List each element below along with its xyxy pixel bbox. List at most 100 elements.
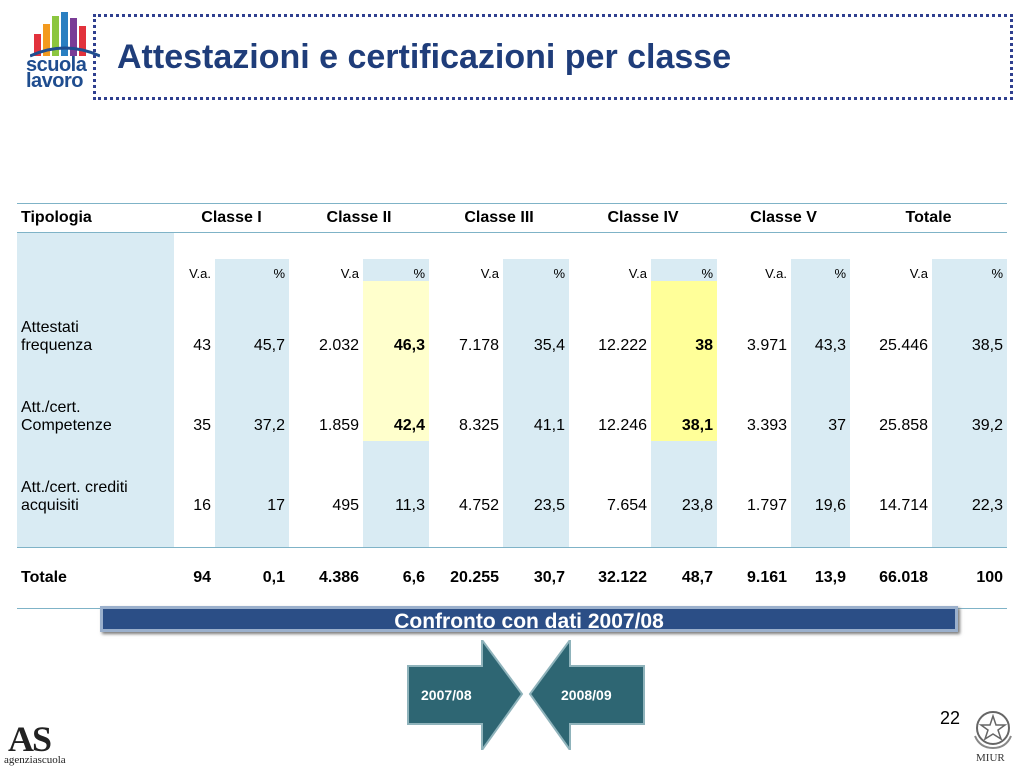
subheader-cell: % [651,259,718,281]
miur-text: MIUR [976,752,1005,764]
subheader-cell: V.a [340,266,360,281]
subheader-cell: V.a [909,266,929,281]
table-cell: 43,3 [791,281,851,361]
table-cell: 495 [332,497,360,514]
table-cell: 3.971 [746,337,788,354]
subheader-cell: % [215,259,290,281]
table-cell: 39,2 [932,361,1008,441]
title-frame [93,14,1013,100]
page-title: Attestazioni e certificazioni per classe [117,38,732,76]
subheader-cell: % [503,259,570,281]
table-cell: 23,5 [503,441,570,521]
row-label: Att./cert. crediti acquisiti [17,441,174,521]
arrow-label-2007: 2007/08 [421,687,472,703]
total-cell: 20.255 [429,547,504,609]
table-cell: 12.222 [598,337,648,354]
republic-emblem-icon [974,711,1012,750]
total-cell: 100 [932,547,1008,609]
row-label: Att./cert. Competenze [17,361,174,441]
comparison-banner: Confronto con dati 2007/08 [100,606,958,633]
comparison-arrows [407,640,645,750]
certifications-table: Tipologia Classe I Classe II Classe III … [17,203,1008,609]
table-cell: 2.032 [318,337,360,354]
subheader-cell: V.a. [765,266,788,281]
header-tipologia: Tipologia [17,203,174,233]
table-cell: 17 [215,441,290,521]
table-cell: 41,1 [503,361,570,441]
table-cell: 12.246 [598,417,648,434]
table-row: Att./cert. crediti acquisiti 16 17 495 1… [17,441,1008,521]
total-cell: 48,7 [651,547,718,609]
table-row: Att./cert. Competenze 35 37,2 1.859 42,4… [17,361,1008,441]
right-arrow-icon [407,640,524,750]
as-logo-mark: AS [8,719,52,759]
row-label-line2: frequenza [21,337,93,354]
subheader-row: V.a. % V.a % V.a % V.a % V.a. % V.a % [17,259,1008,281]
total-cell: 0,1 [215,547,290,609]
table-cell: 25.446 [879,337,929,354]
total-cell: 94 [174,547,215,609]
table-cell: 19,6 [791,441,851,521]
table-cell: 22,3 [932,441,1008,521]
table-cell: 45,7 [215,281,290,361]
subheader-cell: V.a. [189,266,211,281]
table-cell: 7.178 [458,337,500,354]
total-cell: 6,6 [363,547,430,609]
table-cell-highlighted: 38,1 [651,361,718,441]
subheader-cell: % [932,259,1008,281]
row-label-line1: Att./cert. crediti [21,479,128,496]
total-cell: 32.122 [569,547,652,609]
table-cell: 1.859 [318,417,360,434]
total-cell: 13,9 [791,547,851,609]
subheader-cell: V.a [628,266,648,281]
header-classe-4: Classe IV [569,203,718,233]
total-cell: 9.161 [717,547,792,609]
table-cell-highlighted: 42,4 [363,361,430,441]
header-classe-2: Classe II [289,203,430,233]
header-classe-5: Classe V [717,203,851,233]
total-label: Totale [17,547,174,609]
row-label-line2: Competenze [21,417,112,434]
logo-text-line1: scuola [26,54,87,76]
table-cell: 23,8 [651,441,718,521]
table-cell: 25.858 [879,417,929,434]
table-cell: 4.752 [458,497,500,514]
table-cell: 38,5 [932,281,1008,361]
table-cell: 35,4 [503,281,570,361]
table-cell-highlighted: 46,3 [363,281,430,361]
left-arrow-icon [528,640,645,750]
table-cell: 35 [193,417,211,434]
row-label: Attestati frequenza [17,281,174,361]
table-cell: 37 [791,361,851,441]
row-label-line1: Attestati [21,319,79,336]
total-cell: 4.386 [289,547,364,609]
table-cell: 43 [193,337,211,354]
table-cell: 3.393 [746,417,788,434]
table-header-row: Tipologia Classe I Classe II Classe III … [17,203,1008,233]
table-cell-highlighted: 38 [651,281,718,361]
table-cell: 7.654 [606,497,648,514]
header-classe-3: Classe III [429,203,570,233]
table-cell: 16 [193,497,211,514]
table-cell: 1.797 [746,497,788,514]
subheader-cell: V.a [480,266,500,281]
header-totale: Totale [850,203,1008,233]
table-cell: 11,3 [363,441,430,521]
row-label-line1: Att./cert. [21,399,81,416]
scuola-lavoro-logo: scuola lavoro [6,6,106,92]
row-label-line2: acquisiti [21,497,79,514]
agenziascuola-logo: AS agenziascuola [4,716,84,766]
miur-logo: MIUR [966,706,1020,766]
table-cell: 8.325 [458,417,500,434]
page-number: 22 [940,708,961,728]
table-row: Attestati frequenza 43 45,7 2.032 46,3 7… [17,281,1008,361]
total-cell: 66.018 [850,547,933,609]
total-row: Totale 94 0,1 4.386 6,6 20.255 30,7 32.1… [17,547,1008,609]
arrow-label-2008: 2008/09 [561,687,612,703]
subheader-cell: % [791,259,851,281]
header-classe-1: Classe I [174,203,290,233]
table-cell: 14.714 [879,497,929,514]
logo-bars-icon [30,12,100,58]
total-cell: 30,7 [503,547,570,609]
table-cell: 37,2 [215,361,290,441]
